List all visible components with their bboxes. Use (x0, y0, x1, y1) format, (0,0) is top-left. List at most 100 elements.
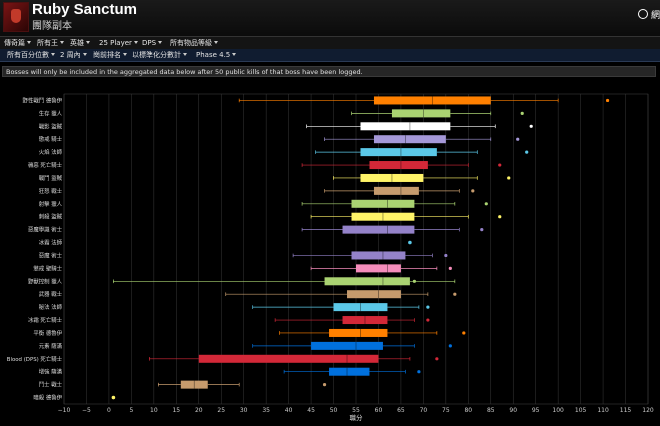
x-tick-label: 30 (240, 407, 248, 414)
x-tick-label: 5 (129, 407, 133, 414)
box-iqr (198, 354, 379, 363)
category-label: 暗殺 德魯伊 (33, 394, 62, 402)
x-tick-label: 25 (217, 407, 225, 414)
category-label: 戰鬥 盜賊 (39, 174, 63, 182)
x-tick-label: 50 (330, 407, 338, 414)
box-series-20[interactable] (149, 354, 439, 363)
outlier-point (453, 292, 457, 296)
outlier-point (448, 344, 452, 348)
box-series-6[interactable] (333, 173, 511, 182)
box-series-9[interactable] (310, 212, 502, 221)
outlier-point (605, 98, 610, 103)
box-iqr (333, 303, 388, 312)
outlier-point (525, 150, 529, 154)
x-tick-label: 115 (620, 407, 632, 414)
box-iqr (373, 186, 419, 195)
chevron-down-icon (183, 53, 187, 56)
box-series-17[interactable] (274, 316, 430, 325)
chevron-down-icon (123, 53, 127, 56)
box-series-12[interactable] (292, 251, 448, 260)
box-series-16[interactable] (252, 303, 430, 312)
filter-percentile[interactable]: 所有百分位數 (7, 49, 55, 61)
x-tick-label: 80 (464, 407, 472, 414)
category-label: 鬥士 戰士 (39, 381, 63, 389)
box-series-8[interactable] (301, 199, 488, 208)
box-series-10[interactable] (301, 225, 484, 234)
box-iqr (360, 148, 437, 157)
box-iqr (324, 277, 410, 286)
box-series-19[interactable] (252, 341, 452, 350)
outlier-point (516, 137, 520, 141)
x-tick-label: 65 (397, 407, 405, 414)
x-tick-label: 90 (509, 407, 517, 414)
x-tick-label: 105 (575, 407, 587, 414)
filter-item-level[interactable]: 所有物品等級 (170, 37, 218, 49)
outlier-point (444, 253, 448, 258)
box-plot-chart: 野性戰鬥 德魯伊 生存 獵人 戰影 盜賊 懲戒 騎士 火焰 法師 穢惡 死亡騎士 戰鬥 盜賊… (0, 82, 660, 422)
box-series-7[interactable] (324, 186, 475, 195)
box-series-21[interactable] (283, 367, 421, 376)
box-iqr (342, 225, 415, 234)
zone-logo-icon (3, 2, 29, 32)
category-label: 冰霜 死亡騎士 (28, 316, 63, 324)
outlier-point (498, 163, 502, 167)
box-series-2[interactable] (306, 122, 533, 131)
filter-ranking[interactable]: 崗前排名 (93, 49, 127, 61)
category-label: 射擊 獵人 (39, 200, 63, 208)
chevron-down-icon (133, 41, 138, 44)
filter-bar-primary: 傳奇篇 所有王 英雄 25 Player DPS 所有物品等級 (0, 36, 660, 50)
chart-plot-area (111, 96, 610, 400)
box-series-15[interactable] (225, 290, 457, 299)
outlier-point (462, 331, 466, 335)
box-series-3[interactable] (324, 135, 520, 144)
filter-size[interactable]: 25 Player (99, 37, 138, 49)
chevron-down-icon (27, 41, 31, 44)
x-tick-label: 120 (642, 407, 654, 414)
category-label: 惡魔 術士 (39, 251, 63, 259)
chevron-down-icon (158, 41, 163, 44)
filter-scoring[interactable]: 以標準化分數計 (132, 49, 187, 61)
category-label: 元素 薩滿 (39, 342, 63, 350)
filter-phase[interactable]: Phase 4.5 (196, 49, 237, 61)
box-series-5[interactable] (301, 161, 502, 170)
outlier-point (520, 111, 524, 115)
box-iqr (347, 290, 401, 299)
box-series-23[interactable] (111, 395, 116, 400)
chevron-down-icon (60, 41, 64, 44)
outlier-point (426, 305, 430, 309)
filter-difficulty[interactable]: 傳奇篇 (4, 37, 31, 49)
category-label: 惡魔學識 術士 (28, 226, 63, 234)
category-label: 野性戰鬥 德魯伊 (23, 96, 63, 104)
box-iqr (342, 316, 388, 325)
filter-mode[interactable]: 英雄 (70, 37, 90, 49)
filter-timeframe[interactable]: 2 周內 (60, 49, 87, 61)
box-series-4[interactable] (315, 148, 529, 157)
box-iqr (373, 135, 446, 144)
header-link[interactable]: 網 (637, 8, 660, 21)
x-tick-label: 10 (150, 407, 158, 414)
chevron-down-icon (86, 41, 90, 44)
filter-boss[interactable]: 所有王 (37, 37, 64, 49)
x-tick-label: 20 (195, 407, 203, 414)
box-series-13[interactable] (310, 264, 452, 273)
x-tick-label: 55 (352, 407, 360, 414)
box-iqr (180, 380, 208, 389)
x-tick-label: 0 (107, 407, 111, 414)
chevron-down-icon (51, 53, 55, 56)
box-series-22[interactable] (157, 380, 327, 389)
x-tick-label: 35 (262, 407, 270, 414)
box-series-14[interactable] (113, 277, 456, 286)
box-series-1[interactable] (351, 109, 524, 118)
box-iqr (311, 341, 383, 350)
category-label: 生存 獵人 (39, 109, 63, 117)
box-series-0[interactable] (238, 96, 610, 105)
category-label: 野獸控制 獵人 (28, 277, 63, 285)
category-label: 武器 戰士 (39, 290, 63, 298)
filter-metric[interactable]: DPS (142, 37, 163, 49)
outlier-point (417, 370, 421, 374)
box-series-11[interactable] (408, 240, 412, 245)
x-tick-label: 75 (442, 407, 450, 414)
category-label: 平衡 德魯伊 (33, 329, 62, 337)
box-series-18[interactable] (279, 328, 466, 337)
